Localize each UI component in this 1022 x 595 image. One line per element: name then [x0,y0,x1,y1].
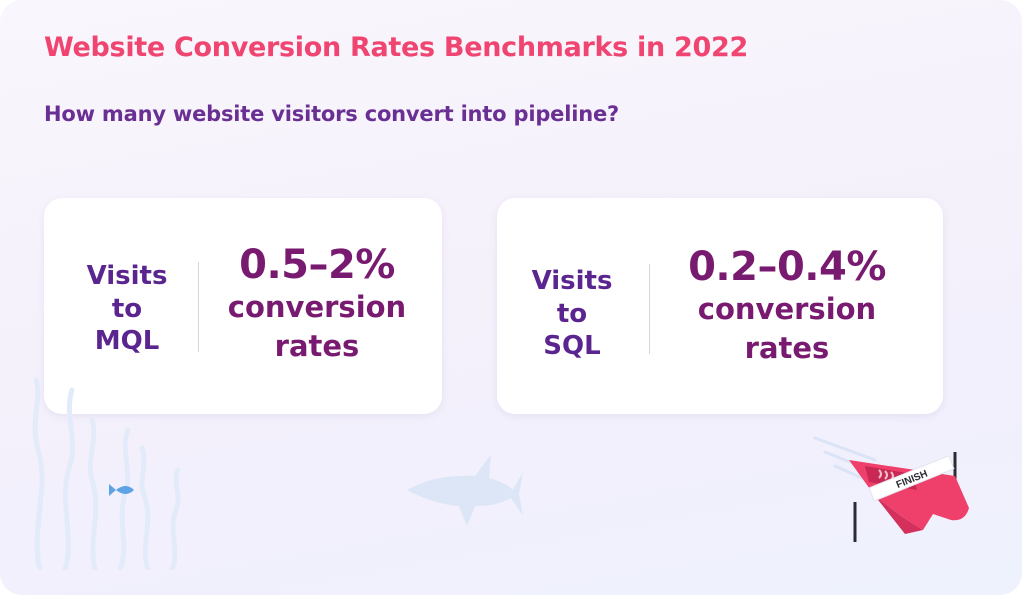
page-title: Website Conversion Rates Benchmarks in 2… [44,32,748,63]
finish-boat-illustration: FINISH [813,436,969,542]
card-label-line: SQL [543,331,601,361]
card-label: Visits to MQL [72,260,182,358]
card-label-line: Visits [531,266,613,296]
card-label-line: Visits [86,261,168,291]
card-label-line: to [111,293,143,324]
stat-description-line: rates [744,331,830,366]
card-label: Visits to SQL [517,265,627,363]
stat-description-line: conversion [697,292,877,326]
card-label-line: to [556,298,588,329]
stat-description-line: conversion [227,290,407,324]
mql-stat-card: Visits to MQL 0.5–2% conversion rates [44,198,442,414]
card-divider [198,262,199,352]
stat-description-line: rates [274,329,360,364]
card-stat: 0.5–2% conversion rates [216,242,418,366]
stat-value: 0.5–2% [239,242,395,288]
shark-illustration [407,454,523,526]
card-stat: 0.2–0.4% conversion rates [667,244,907,368]
fish-icon [109,484,134,496]
sql-stat-card: Visits to SQL 0.2–0.4% conversion rates [497,198,943,414]
card-label-line: MQL [94,326,160,356]
seaweed-illustration [32,377,181,570]
stat-value: 0.2–0.4% [688,244,886,290]
card-divider [649,264,650,354]
page-subtitle: How many website visitors convert into p… [44,102,619,126]
